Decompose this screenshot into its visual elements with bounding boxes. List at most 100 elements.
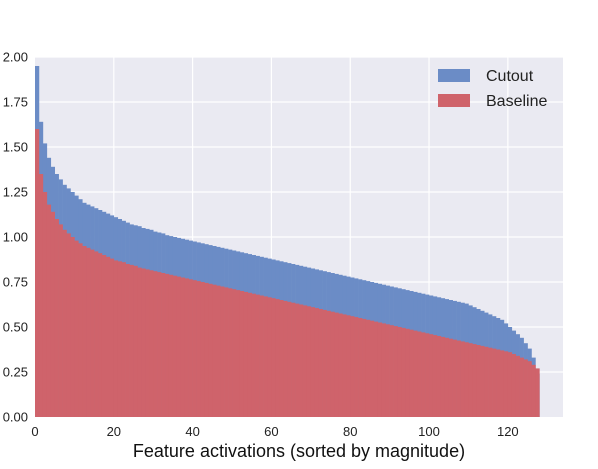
- baseline-bar: [172, 275, 178, 417]
- baseline-bar: [42, 192, 48, 417]
- baseline-bar: [98, 253, 103, 417]
- y-tick-label: 1.75: [3, 95, 28, 110]
- baseline-bar: [310, 307, 316, 417]
- baseline-bar: [381, 323, 386, 417]
- baseline-bar: [176, 276, 182, 417]
- baseline-bar: [74, 240, 79, 417]
- y-tick-label: 1.25: [3, 185, 28, 200]
- baseline-bar: [476, 345, 481, 417]
- x-axis-label: Feature activations (sorted by magnitude…: [133, 441, 465, 461]
- series-baseline: [35, 129, 540, 417]
- baseline-bar: [338, 313, 343, 417]
- baseline-bar: [279, 300, 284, 417]
- baseline-bar: [318, 309, 323, 417]
- baseline-bar: [295, 303, 300, 417]
- baseline-bar: [125, 264, 130, 417]
- baseline-bar: [413, 330, 418, 417]
- baseline-bar: [401, 327, 406, 417]
- baseline-bar: [503, 351, 509, 417]
- baseline-bar: [432, 335, 438, 417]
- baseline-bar: [66, 233, 71, 417]
- baseline-bar: [302, 305, 308, 417]
- baseline-bar: [192, 280, 197, 417]
- baseline-bar: [216, 285, 221, 417]
- baseline-bar: [58, 224, 63, 417]
- baseline-bar: [157, 272, 162, 417]
- x-tick-label: 20: [107, 424, 121, 439]
- baseline-bar: [180, 277, 186, 417]
- y-tick-label: 2.00: [3, 50, 28, 65]
- baseline-bar: [472, 344, 477, 417]
- baseline-bar: [468, 343, 473, 417]
- baseline-bar: [425, 333, 430, 417]
- baseline-bar: [492, 348, 497, 417]
- legend: Cutout Baseline: [438, 68, 547, 110]
- x-tick-label: 40: [185, 424, 199, 439]
- y-tick-label: 0.75: [3, 275, 28, 290]
- baseline-bar: [263, 296, 268, 417]
- baseline-bar: [409, 329, 414, 417]
- baseline-bar: [94, 251, 99, 417]
- baseline-bar: [267, 297, 272, 417]
- baseline-bar: [515, 355, 520, 417]
- baseline-bar: [362, 318, 367, 417]
- baseline-bar: [204, 282, 209, 417]
- baseline-bar: [436, 336, 442, 417]
- baseline-bar: [283, 300, 288, 417]
- baseline-bar: [161, 273, 166, 417]
- baseline-bar: [133, 265, 138, 417]
- baseline-bar: [480, 345, 485, 417]
- baseline-bar: [326, 310, 331, 417]
- x-tick-label: 60: [264, 424, 278, 439]
- baseline-bar: [121, 262, 126, 417]
- baseline-bar: [54, 219, 59, 417]
- y-tick-label: 0.25: [3, 365, 28, 380]
- baseline-bar: [113, 260, 119, 417]
- baseline-bar: [385, 324, 390, 417]
- baseline-bar: [523, 359, 528, 417]
- baseline-bar: [129, 264, 134, 417]
- legend-label-baseline: Baseline: [486, 93, 547, 110]
- baseline-bar: [220, 286, 225, 417]
- baseline-bar: [232, 289, 237, 417]
- y-tick-label: 1.50: [3, 140, 28, 155]
- baseline-bar: [117, 261, 122, 417]
- baseline-bar: [78, 243, 83, 417]
- baseline-bar: [299, 304, 304, 417]
- baseline-bar: [145, 269, 150, 417]
- baseline-bar: [62, 229, 67, 417]
- baseline-bar: [149, 270, 154, 417]
- baseline-bar: [224, 287, 229, 417]
- legend-swatch-baseline: [438, 94, 470, 107]
- baseline-bar: [429, 334, 434, 417]
- baseline-bar: [535, 368, 540, 417]
- x-tick-label: 80: [343, 424, 357, 439]
- baseline-bar: [196, 281, 201, 417]
- baseline-bar: [456, 340, 461, 417]
- baseline-bar: [334, 312, 339, 417]
- x-tick-label: 0: [31, 424, 38, 439]
- baseline-bar: [488, 347, 493, 417]
- baseline-bar: [511, 354, 517, 417]
- baseline-bar: [496, 349, 501, 417]
- baseline-bar: [82, 246, 87, 417]
- baseline-bar: [397, 327, 402, 417]
- baseline-bar: [405, 328, 410, 417]
- baseline-bar: [70, 237, 75, 417]
- baseline-bar: [243, 291, 249, 417]
- baseline-bar: [291, 302, 296, 417]
- baseline-bar: [86, 247, 91, 417]
- baseline-bar: [519, 357, 524, 417]
- baseline-bar: [90, 249, 95, 417]
- baseline-bar: [184, 278, 189, 417]
- baseline-bar: [165, 273, 170, 417]
- baseline-bar: [354, 317, 359, 417]
- baseline-bar: [350, 316, 355, 417]
- baseline-bar: [342, 314, 347, 417]
- baseline-bar: [235, 290, 241, 417]
- baseline-bar: [377, 322, 383, 417]
- baseline-bar: [153, 271, 158, 417]
- baseline-bar: [358, 318, 363, 417]
- x-axis-ticks: 0 20 40 60 80 100 120: [31, 424, 518, 439]
